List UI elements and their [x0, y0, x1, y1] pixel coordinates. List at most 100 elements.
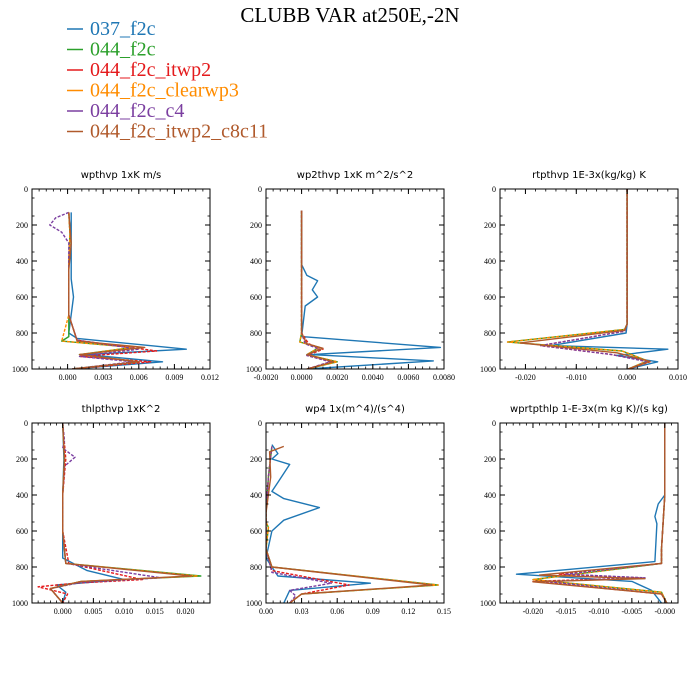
plot-frame: [499, 422, 679, 604]
series-line-5: [49, 423, 193, 603]
x-tick-label: 0.000: [54, 607, 72, 616]
y-tick-label: 200: [16, 221, 28, 230]
plot-frame: [265, 188, 445, 370]
x-tick-label: 0.15: [437, 607, 451, 616]
series-line-4: [300, 210, 331, 369]
y-tick-label: 0: [492, 185, 496, 194]
panel-title: thlpthvp 1xK^2: [82, 404, 161, 415]
panel-title: rtpthvp 1E-3x(kg/kg) K: [532, 170, 646, 181]
y-tick-label: 1000: [12, 599, 28, 608]
series-group: [49, 211, 188, 369]
legend-label-2: 044_f2c_itwp2: [90, 59, 211, 81]
series-line-3: [49, 423, 199, 603]
x-tick-label: -0.015: [556, 607, 577, 616]
legend-label-1: 044_f2c: [90, 39, 156, 61]
series-line-2: [37, 423, 144, 603]
y-tick-label: 400: [484, 257, 496, 266]
legend-label-0: 037_f2c: [90, 18, 156, 40]
x-tick-label: 0.006: [130, 373, 148, 382]
panel-2: wp2thvp 1xK m^2/s^2 0 200 400 600 800 1000-0.0…: [246, 170, 455, 382]
legend-label-3: 044_f2c_clearwp3: [90, 80, 239, 102]
panel-title: wp4 1x(m^4)/(s^4): [305, 404, 405, 415]
y-tick-label: 600: [484, 527, 496, 536]
series-group: [37, 423, 202, 603]
plot-frame: [499, 188, 679, 370]
x-tick-label: 0.000: [618, 373, 636, 382]
x-tick-label: 0.0080: [433, 373, 455, 382]
series-line-3: [299, 210, 338, 369]
y-tick-label: 600: [250, 527, 262, 536]
y-tick-label: 1000: [12, 365, 28, 374]
series-line-0: [515, 423, 666, 603]
x-tick-label: 0.020: [176, 607, 194, 616]
y-tick-label: 0: [258, 419, 262, 428]
x-tick-label: 0.0040: [362, 373, 384, 382]
x-tick-label: 0.00: [259, 607, 273, 616]
x-tick-label: -0.005: [622, 607, 643, 616]
x-tick-label: 0.005: [84, 607, 102, 616]
figure-title: CLUBB VAR at250E,-2N: [240, 3, 459, 27]
y-tick-label: 400: [250, 257, 262, 266]
y-tick-label: 600: [250, 293, 262, 302]
y-tick-label: 600: [16, 293, 28, 302]
series-line-4: [540, 189, 649, 369]
x-tick-label: 0.003: [94, 373, 112, 382]
y-tick-label: 800: [250, 329, 262, 338]
series-line-3: [266, 446, 439, 603]
y-tick-label: 1000: [246, 365, 262, 374]
x-tick-label: 0.0000: [291, 373, 313, 382]
y-tick-label: 400: [16, 257, 28, 266]
plot-frame: [31, 188, 211, 370]
plot-frame: [31, 422, 211, 604]
y-tick-label: 400: [484, 491, 496, 500]
x-tick-label: 0.12: [401, 607, 415, 616]
y-tick-label: 1000: [246, 599, 262, 608]
series-group: [299, 210, 442, 369]
series-line-5: [300, 210, 335, 369]
series-line-5: [532, 423, 668, 603]
y-tick-label: 800: [16, 563, 28, 572]
series-line-4: [266, 446, 332, 603]
series-line-5: [68, 212, 146, 369]
panel-4: thlpthvp 1xK^2 0 200 400 600 800 1000 0.000 0.00…: [12, 404, 211, 616]
x-tick-label: 0.012: [201, 373, 219, 382]
series-line-0: [266, 444, 372, 603]
y-tick-label: 0: [492, 419, 496, 428]
y-tick-label: 800: [16, 329, 28, 338]
series-line-4: [49, 423, 162, 603]
y-tick-label: 600: [484, 293, 496, 302]
y-tick-label: 200: [484, 455, 496, 464]
y-tick-label: 200: [250, 221, 262, 230]
x-tick-label: 0.010: [669, 373, 687, 382]
panel-title: wpthvp 1xK m/s: [81, 170, 162, 181]
y-tick-label: 200: [484, 221, 496, 230]
series-line-5: [519, 189, 651, 369]
x-tick-label: -0.0020: [254, 373, 279, 382]
y-tick-label: 400: [16, 491, 28, 500]
panel-3: rtpthvp 1E-3x(kg/kg) K 0 200 400 600 800 1000 -…: [480, 170, 687, 382]
y-tick-label: 0: [24, 419, 28, 428]
series-line-2: [540, 189, 651, 369]
series-line-5: [266, 445, 433, 603]
x-tick-label: -0.010: [566, 373, 587, 382]
y-tick-label: 400: [250, 491, 262, 500]
x-tick-label: 0.0020: [326, 373, 348, 382]
series-line-0: [300, 210, 442, 369]
panel-title: wprtpthlp 1-E-3x(m kg K)/(s kg): [510, 404, 668, 415]
x-tick-label: 0.06: [330, 607, 344, 616]
series-group: [506, 189, 669, 369]
plot-frame: [265, 422, 445, 604]
y-tick-label: 1000: [480, 365, 496, 374]
x-tick-label: 0.010: [115, 607, 133, 616]
x-tick-label: -0.000: [654, 607, 675, 616]
y-tick-label: 800: [484, 563, 496, 572]
series-line-1: [299, 210, 338, 369]
y-tick-label: 200: [16, 455, 28, 464]
series-line-0: [55, 423, 125, 603]
y-tick-label: 800: [484, 329, 496, 338]
x-tick-label: 0.09: [366, 607, 380, 616]
x-tick-label: -0.020: [515, 373, 536, 382]
y-tick-label: 1000: [480, 599, 496, 608]
legend: 037_f2c044_f2c044_f2c_itwp2044_f2c_clear…: [67, 18, 268, 143]
